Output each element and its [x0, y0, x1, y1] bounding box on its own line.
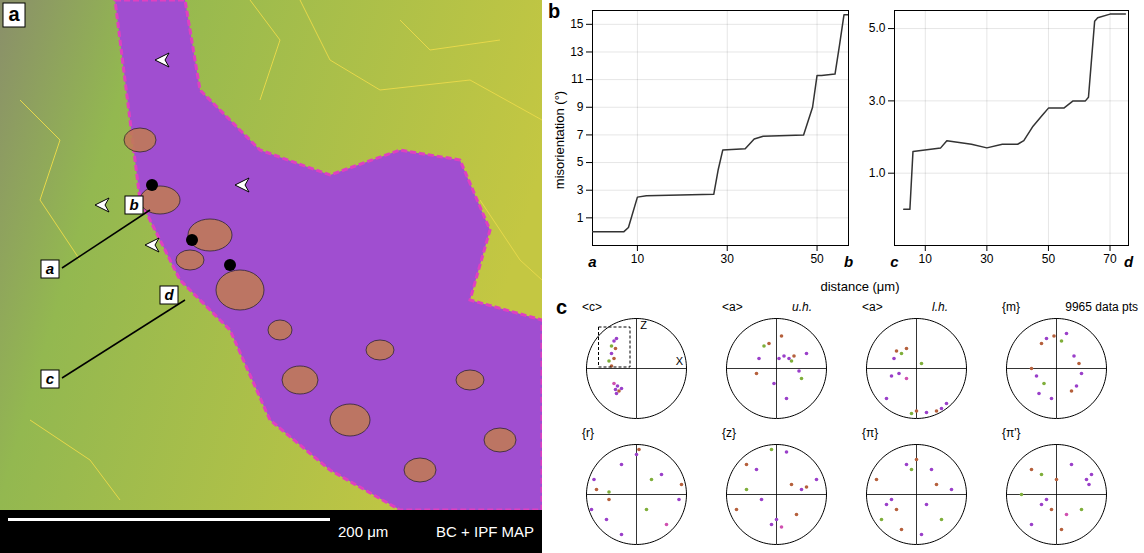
svg-text:13: 13: [570, 45, 584, 59]
html-text:u.h.: u.h.: [792, 300, 812, 314]
html-text:{z}: {z}: [722, 426, 736, 440]
svg-text:5.0: 5.0: [869, 21, 886, 35]
html-text:{π}: {π}: [862, 426, 879, 440]
svg-text:b: b: [844, 253, 853, 270]
html-text:{r}: {r}: [582, 426, 594, 440]
svg-text:50: 50: [810, 252, 824, 266]
svg-text:a: a: [588, 253, 596, 270]
svg-text:1: 1: [577, 211, 584, 225]
html-text:distance (μm): distance (μm): [820, 279, 900, 294]
html-text:b: b: [548, 0, 561, 22]
svg-text:10: 10: [631, 252, 645, 266]
svg-text:a: a: [8, 3, 20, 25]
svg-text:d: d: [1124, 253, 1134, 270]
svg-text:c: c: [890, 253, 899, 270]
html-text:<c>: <c>: [582, 300, 602, 314]
svg-text:30: 30: [980, 252, 994, 266]
svg-text:200 μm: 200 μm: [338, 523, 388, 540]
svg-text:10: 10: [919, 252, 933, 266]
svg-text:5: 5: [577, 155, 584, 169]
svg-text:X: X: [676, 355, 684, 367]
svg-text:BC + IPF MAP: BC + IPF MAP: [436, 523, 534, 540]
html-text:<a>: <a>: [722, 300, 743, 314]
svg-text:7: 7: [577, 128, 584, 142]
html-text:<a>: <a>: [862, 300, 883, 314]
svg-text:Z: Z: [640, 319, 647, 331]
html-text:{m}: {m}: [1002, 300, 1020, 314]
svg-text:3: 3: [577, 183, 584, 197]
html-text:misorientation (°): misorientation (°): [552, 90, 567, 190]
svg-text:3.0: 3.0: [869, 94, 886, 108]
html-text:9965 data pts: 9965 data pts: [1065, 300, 1138, 314]
html-text:{π'}: {π'}: [1002, 426, 1021, 440]
html-text:l.h.: l.h.: [932, 300, 948, 314]
svg-text:b: b: [129, 196, 138, 213]
svg-text:50: 50: [1042, 252, 1056, 266]
svg-text:d: d: [164, 286, 174, 303]
html-text:c: c: [556, 296, 568, 318]
svg-text:a: a: [46, 260, 54, 277]
svg-text:1.0: 1.0: [869, 166, 886, 180]
svg-text:c: c: [46, 370, 55, 387]
svg-text:9: 9: [577, 100, 584, 114]
svg-text:30: 30: [721, 252, 735, 266]
svg-text:70: 70: [1103, 252, 1117, 266]
svg-text:15: 15: [570, 17, 584, 31]
svg-text:11: 11: [571, 72, 584, 86]
